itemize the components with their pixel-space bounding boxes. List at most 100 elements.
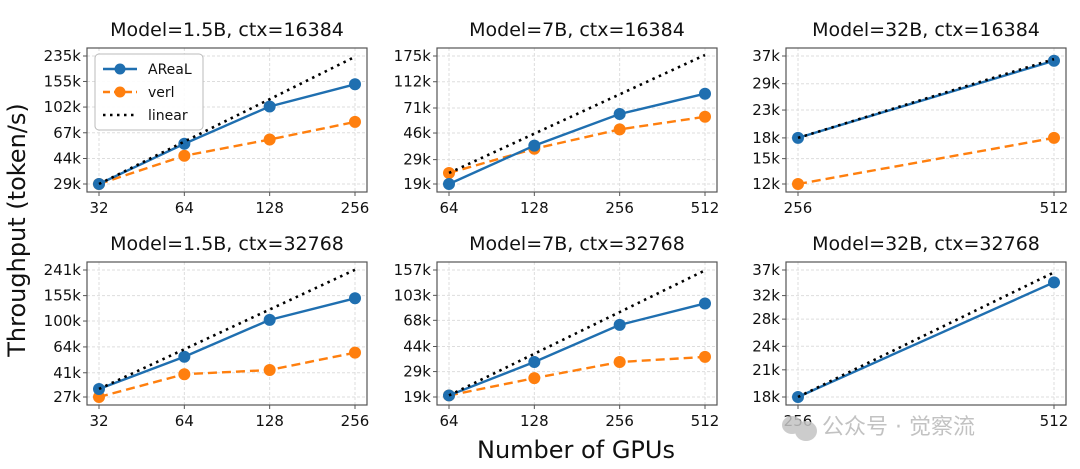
x-tick-label: 64	[439, 412, 458, 430]
y-axis-label: Throughput (token/s)	[3, 103, 31, 357]
panel-6: Model=32B, ctx=3276818k21k24k28k32k37k25…	[752, 233, 1068, 430]
y-tick-label: 241k	[44, 261, 82, 279]
data-point-verl	[178, 149, 191, 162]
wechat-icon	[782, 416, 817, 441]
data-point-areal	[443, 178, 455, 190]
data-point-areal	[613, 107, 626, 120]
series-line-linear	[797, 271, 1055, 399]
x-tick-label: 128	[255, 199, 284, 217]
y-tick-label: 155k	[44, 287, 82, 305]
series-line-linear	[448, 53, 706, 175]
y-tick-label: 15k	[752, 150, 780, 168]
data-point-verl	[528, 372, 541, 385]
plot-frame	[86, 47, 368, 193]
watermark: 公众号 · 觉察流	[782, 415, 975, 441]
y-tick-label: 29k	[752, 75, 780, 93]
x-tick-label: 512	[691, 412, 720, 430]
x-tick-label: 64	[175, 412, 194, 430]
panel-title: Model=1.5B, ctx=32768	[110, 233, 344, 255]
y-tick-label: 67k	[53, 124, 81, 142]
data-point-areal	[528, 356, 541, 369]
data-point-verl	[699, 350, 711, 363]
data-point-areal	[263, 100, 276, 113]
data-point-verl	[263, 133, 276, 146]
data-point-areal	[1048, 276, 1060, 289]
y-tick-label: 44k	[53, 149, 81, 167]
data-point-areal	[1048, 54, 1060, 67]
y-tick-label: 18k	[752, 129, 780, 147]
series-line-linear	[448, 269, 706, 397]
legend-marker-areal	[114, 63, 126, 75]
x-tick-label: 128	[255, 412, 284, 430]
panel-title: Model=1.5B, ctx=16384	[110, 19, 344, 41]
series-line-linear	[797, 57, 1055, 140]
panel-3: Model=32B, ctx=16384 12k 15k 18k 23k 29k 37k 25…	[752, 19, 1068, 217]
legend-label-areal: AReaL	[148, 62, 192, 78]
y-tick-label: 175k	[394, 47, 432, 65]
data-point-verl	[699, 110, 711, 123]
x-tick-label: 256	[341, 199, 370, 217]
y-tick-label: 100k	[44, 312, 82, 330]
data-point-verl	[349, 115, 361, 128]
y-tick-label: 37k	[752, 261, 780, 279]
watermark-text: 公众号 · 觉察流	[822, 415, 975, 440]
series-line-verl	[98, 120, 356, 186]
panel-title: Model=7B, ctx=32768	[469, 233, 685, 255]
y-tick-label: 112k	[394, 73, 432, 91]
panel-title: Model=7B, ctx=16384	[469, 19, 685, 41]
data-point-verl	[792, 178, 804, 190]
y-tick-label: 28k	[752, 310, 780, 328]
y-tick-label: 32k	[752, 287, 780, 305]
legend-marker-verl	[114, 86, 126, 98]
y-tick-label: 157k	[394, 261, 432, 279]
y-tick-label: 64k	[53, 338, 81, 356]
y-tick-label: 12k	[752, 175, 780, 193]
data-point-areal	[613, 318, 626, 331]
y-tick-label: 71k	[403, 99, 431, 117]
y-tick-label: 44k	[403, 337, 431, 355]
y-tick-label: 29k	[53, 175, 81, 193]
data-point-verl	[349, 346, 361, 359]
data-point-verl	[613, 356, 626, 369]
y-tick-label: 103k	[394, 286, 432, 304]
panel-title: Model=32B, ctx=32768	[812, 233, 1040, 255]
y-tick-label: 29k	[403, 363, 431, 381]
legend-label-verl: verl	[148, 85, 175, 101]
legend: AReaL verl linear	[94, 53, 204, 131]
plot-frame	[785, 47, 1067, 193]
x-tick-label: 512	[1040, 412, 1069, 430]
y-tick-label: 19k	[403, 388, 431, 406]
series-line-linear	[98, 268, 356, 391]
y-tick-label: 18k	[752, 388, 780, 406]
data-point-areal	[699, 297, 711, 310]
y-tick-label: 21k	[752, 361, 780, 379]
data-point-verl	[1048, 131, 1060, 144]
y-tick-label: 102k	[44, 98, 82, 116]
series-line-verl	[797, 136, 1055, 186]
data-point-areal	[349, 78, 361, 91]
panel-1: Model=1.5B, ctx=16384 29k 44k 67k 102k 155k 23…	[44, 19, 370, 217]
y-tick-label: 23k	[752, 101, 780, 119]
data-point-verl	[178, 368, 191, 381]
x-tick-label: 64	[175, 199, 194, 217]
series-line-verl	[448, 115, 706, 175]
x-tick-label: 128	[520, 412, 549, 430]
y-tick-label: 155k	[44, 72, 82, 90]
y-tick-label: 37k	[752, 47, 780, 65]
x-tick-label: 32	[89, 199, 108, 217]
legend-label-linear: linear	[148, 108, 188, 124]
series-line-areal	[98, 83, 356, 186]
y-tick-label: 68k	[403, 311, 431, 329]
panel-title: Model=32B, ctx=16384	[812, 19, 1040, 41]
x-tick-label: 256	[341, 412, 370, 430]
series-line-areal	[448, 92, 706, 186]
series-line-areal	[797, 281, 1055, 399]
plot-frame	[436, 47, 718, 193]
data-point-areal	[528, 139, 541, 152]
x-axis-label: Number of GPUs	[477, 436, 675, 464]
series-line-areal	[98, 297, 356, 391]
y-tick-label: 29k	[403, 151, 431, 169]
data-point-areal	[699, 87, 711, 100]
series-line-verl	[98, 351, 356, 399]
